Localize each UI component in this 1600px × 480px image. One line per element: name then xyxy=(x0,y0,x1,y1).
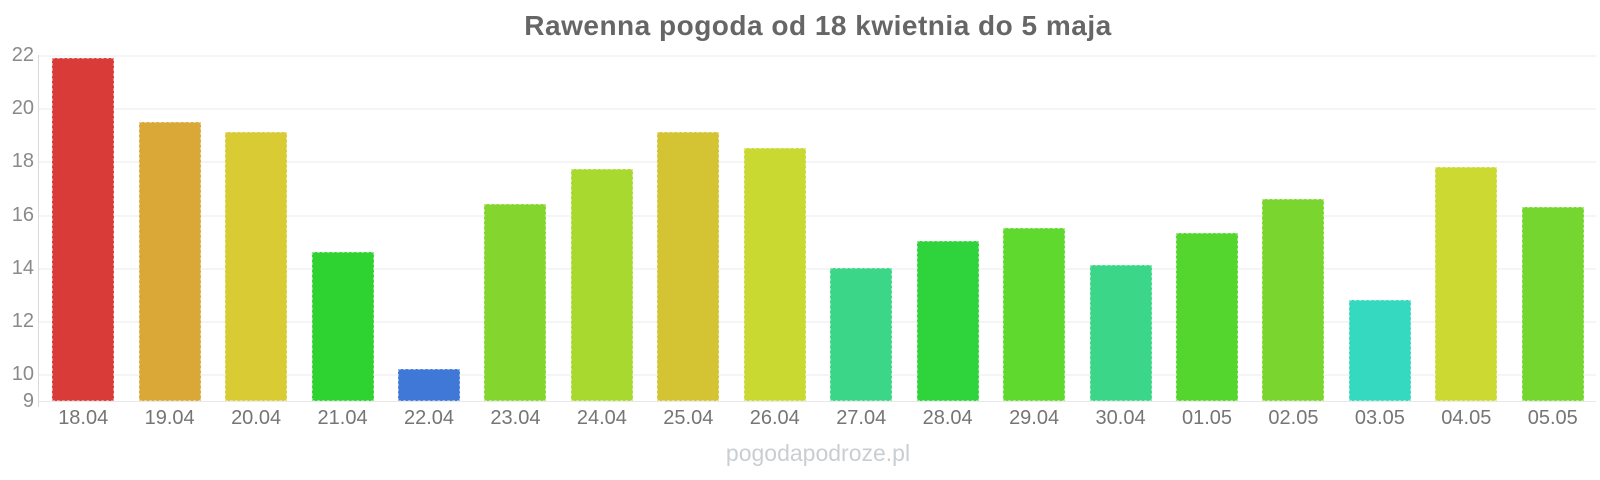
x-axis-tick-20.04: 20.04 xyxy=(231,407,282,429)
x-axis-tick-19.04: 19.04 xyxy=(144,407,195,429)
gridline-9 xyxy=(39,401,1596,402)
gridline-22 xyxy=(39,55,1596,57)
y-axis-tick-9: 9 xyxy=(22,390,34,412)
gridline-18 xyxy=(39,161,1596,164)
x-axis-tick-29.04: 29.04 xyxy=(1009,407,1060,429)
bar-02.05[interactable] xyxy=(1262,198,1325,401)
bar-18.04[interactable] xyxy=(52,57,115,401)
bar-01.05[interactable] xyxy=(1176,233,1238,401)
x-axis-tick-21.04: 21.04 xyxy=(317,407,368,429)
x-axis-tick-18.04: 18.04 xyxy=(58,407,109,429)
bar-28.04[interactable] xyxy=(916,241,979,401)
bar-24.04[interactable] xyxy=(570,169,633,401)
x-axis-tick-01.05: 01.05 xyxy=(1181,407,1233,429)
bar-26.04[interactable] xyxy=(743,148,806,401)
y-axis-tick-10: 10 xyxy=(11,363,34,386)
y-axis-tick-12: 12 xyxy=(11,310,34,333)
y-axis-tick-14: 14 xyxy=(11,256,34,279)
bar-22.04[interactable] xyxy=(398,369,460,401)
bar-03.05[interactable] xyxy=(1348,299,1411,401)
bar-19.04[interactable] xyxy=(138,121,201,401)
y-axis-tick-18: 18 xyxy=(11,150,34,173)
bar-29.04[interactable] xyxy=(1003,228,1066,401)
bar-30.04[interactable] xyxy=(1089,265,1152,401)
x-axis-tick-04.05: 04.05 xyxy=(1441,407,1492,429)
x-axis-tick-05.05: 05.05 xyxy=(1527,407,1578,429)
y-axis-tick-16: 16 xyxy=(11,203,34,226)
bar-20.04[interactable] xyxy=(225,132,288,401)
gridline-14 xyxy=(39,267,1596,270)
x-axis-tick-25.04: 25.04 xyxy=(663,407,714,429)
gridline-20 xyxy=(39,108,1596,111)
y-axis-tick-22: 22 xyxy=(11,44,34,66)
bar-21.04[interactable] xyxy=(311,251,374,401)
x-axis-tick-30.04: 30.04 xyxy=(1095,407,1146,429)
watermark-text: pogodapodroze.pl xyxy=(725,440,911,466)
gridline-10 xyxy=(39,374,1596,377)
y-axis-line xyxy=(38,55,39,407)
bar-27.04[interactable] xyxy=(830,267,893,401)
x-axis-tick-02.05: 02.05 xyxy=(1268,407,1319,429)
x-axis-tick-26.04: 26.04 xyxy=(749,407,800,429)
bar-05.05[interactable] xyxy=(1521,206,1584,401)
y-axis-tick-20: 20 xyxy=(11,97,34,120)
x-axis-tick-03.05: 03.05 xyxy=(1354,407,1405,429)
x-axis-tick-27.04: 27.04 xyxy=(836,407,887,429)
x-axis-tick-23.04: 23.04 xyxy=(490,407,541,429)
x-axis-tick-22.04: 22.04 xyxy=(403,407,455,429)
gridline-12 xyxy=(39,321,1596,324)
x-axis-tick-24.04: 24.04 xyxy=(576,407,627,429)
gridline-16 xyxy=(39,214,1596,217)
bar-04.05[interactable] xyxy=(1435,166,1498,401)
x-axis-tick-28.04: 28.04 xyxy=(922,407,973,429)
bar-23.04[interactable] xyxy=(484,204,547,401)
chart-title: Rawenna pogoda od 18 kwietnia do 5 maja xyxy=(524,10,1112,41)
bar-25.04[interactable] xyxy=(657,132,720,401)
